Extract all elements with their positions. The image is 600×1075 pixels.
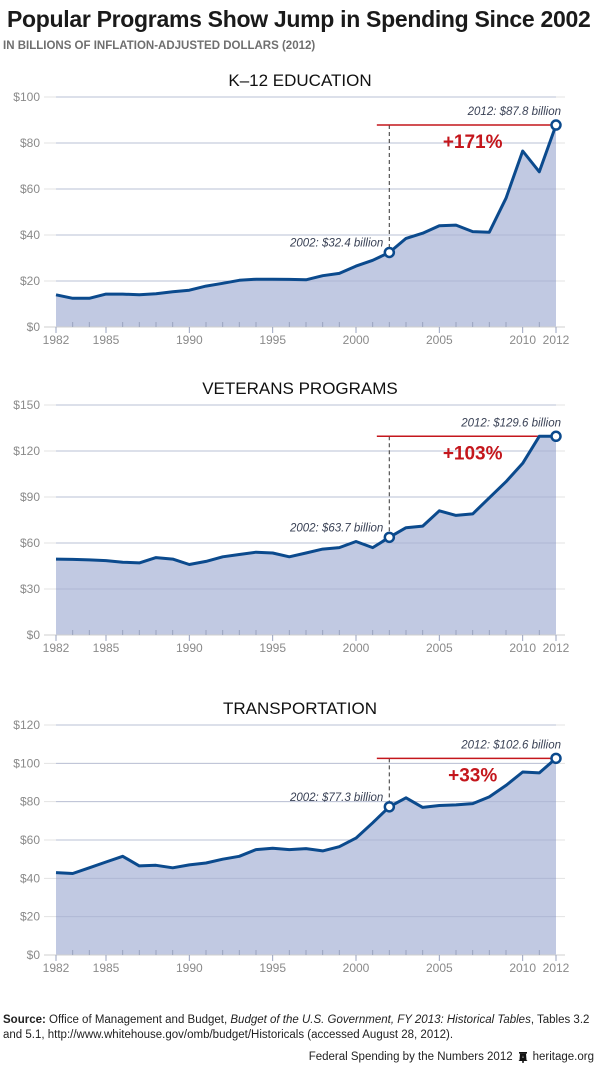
x-tick-label: 1990	[176, 333, 203, 347]
panel-veterans-programs: VETERANS PROGRAMS $0 $30 $60 $90 $120 $150 1982…	[0, 370, 600, 665]
start-value-label: 2002: $32.4 billion	[289, 237, 383, 249]
percent-change-label: +33%	[448, 765, 497, 786]
x-tick-label: 2010	[509, 961, 536, 975]
chart-title: Popular Programs Show Jump in Spending S…	[7, 6, 591, 32]
panel-title: K–12 EDUCATION	[228, 71, 371, 90]
y-tick-label: $100	[13, 756, 40, 770]
y-tick-label: $120	[13, 444, 40, 458]
panel-title: VETERANS PROGRAMS	[202, 379, 398, 398]
y-tick-label: $60	[20, 536, 40, 550]
x-tick-label: 1990	[176, 641, 203, 655]
x-tick-label: 2005	[426, 641, 453, 655]
liberty-bell-icon	[518, 1051, 528, 1063]
x-tick-label: 2005	[426, 333, 453, 347]
series-line	[55, 124, 558, 300]
series-line	[55, 757, 557, 875]
y-tick-label: $90	[20, 490, 40, 504]
x-tick-label: 1995	[259, 333, 286, 347]
x-tick-label: 1982	[43, 961, 70, 975]
website: heritage.org	[532, 1051, 594, 1063]
x-tick-label: 1985	[93, 961, 120, 975]
k12-education-chart: K–12 EDUCATION $0 $20 $40 $60 $80 $100 1982 1985…	[13, 71, 570, 347]
publication-name: Federal Spending by the Numbers 2012	[308, 1051, 513, 1063]
veterans-programs-chart: VETERANS PROGRAMS $0 $30 $60 $90 $120 $150 1982…	[13, 379, 570, 655]
panel-transportation: TRANSPORTATION $0 $20 $40 $60 $80 $100 $120 1982…	[0, 690, 600, 985]
x-tick-label: 1985	[93, 333, 120, 347]
y-tick-label: $80	[20, 136, 40, 150]
transportation-chart: TRANSPORTATION $0 $20 $40 $60 $80 $100 $120 1982…	[13, 699, 570, 975]
start-point-marker	[383, 246, 396, 259]
x-tick-label: 2012	[543, 641, 570, 655]
panel-title: TRANSPORTATION	[223, 699, 377, 718]
x-tick-label: 2005	[426, 961, 453, 975]
x-tick-label: 2010	[509, 333, 536, 347]
y-tick-label: $30	[20, 582, 40, 596]
end-value-label: 2012: $129.6 billion	[460, 417, 561, 429]
end-point-marker	[550, 752, 562, 765]
start-point-marker	[383, 801, 396, 813]
y-tick-label: $120	[13, 718, 40, 732]
start-value-label: 2002: $63.7 billion	[289, 522, 383, 534]
start-value-label: 2002: $77.3 billion	[289, 792, 383, 804]
source-title: Budget of the U.S. Government, FY 2013: …	[230, 1014, 531, 1026]
y-tick-label: $0	[27, 948, 41, 962]
end-value-label: 2012: $102.6 billion	[460, 739, 561, 751]
x-tick-label: 1995	[259, 641, 286, 655]
y-tick-label: $20	[20, 910, 40, 924]
panel-k12-education: K–12 EDUCATION $0 $20 $40 $60 $80 $100 1982 1985…	[0, 62, 600, 357]
y-tick-label: $60	[20, 182, 40, 196]
x-tick-label: 2010	[509, 641, 536, 655]
area-fill	[56, 436, 556, 635]
x-tick-label: 2000	[343, 333, 370, 347]
end-value-label: 2012: $87.8 billion	[467, 106, 561, 118]
y-tick-label: $40	[20, 871, 40, 885]
y-tick-label: $0	[27, 628, 41, 642]
end-point-marker	[550, 119, 562, 131]
series-line	[55, 434, 556, 566]
source-note: Source: Office of Management and Budget,…	[3, 1013, 597, 1043]
y-tick-label: $40	[20, 228, 40, 242]
y-tick-label: $20	[20, 274, 40, 288]
x-tick-label: 2000	[343, 641, 370, 655]
x-tick-label: 2012	[543, 961, 570, 975]
area-fill	[56, 125, 556, 327]
y-tick-label: $0	[27, 320, 41, 334]
area-fill	[56, 758, 556, 955]
start-point-marker	[383, 531, 396, 544]
y-tick-label: $100	[13, 90, 40, 104]
x-tick-label: 1985	[93, 641, 120, 655]
y-tick-label: $60	[20, 833, 40, 847]
x-tick-label: 1982	[43, 641, 70, 655]
source-text-1: Office of Management and Budget,	[45, 1014, 231, 1026]
end-point-marker	[550, 430, 562, 443]
source-label: Source:	[3, 1014, 46, 1026]
x-tick-label: 1990	[176, 961, 203, 975]
percent-change-label: +171%	[443, 132, 503, 153]
x-tick-label: 2000	[343, 961, 370, 975]
chart-subtitle: IN BILLIONS OF INFLATION-ADJUSTED DOLLAR…	[3, 40, 316, 52]
footer: Federal Spending by the Numbers 2012 her…	[309, 1051, 594, 1063]
x-tick-label: 2012	[543, 333, 570, 347]
y-tick-label: $80	[20, 795, 40, 809]
percent-change-label: +103%	[443, 443, 503, 464]
source-text-2: , Tables 3.2 and 5.1, http://www.whiteho…	[3, 1014, 590, 1041]
x-tick-label: 1982	[43, 333, 70, 347]
y-tick-label: $150	[13, 398, 40, 412]
x-tick-label: 1995	[259, 961, 286, 975]
